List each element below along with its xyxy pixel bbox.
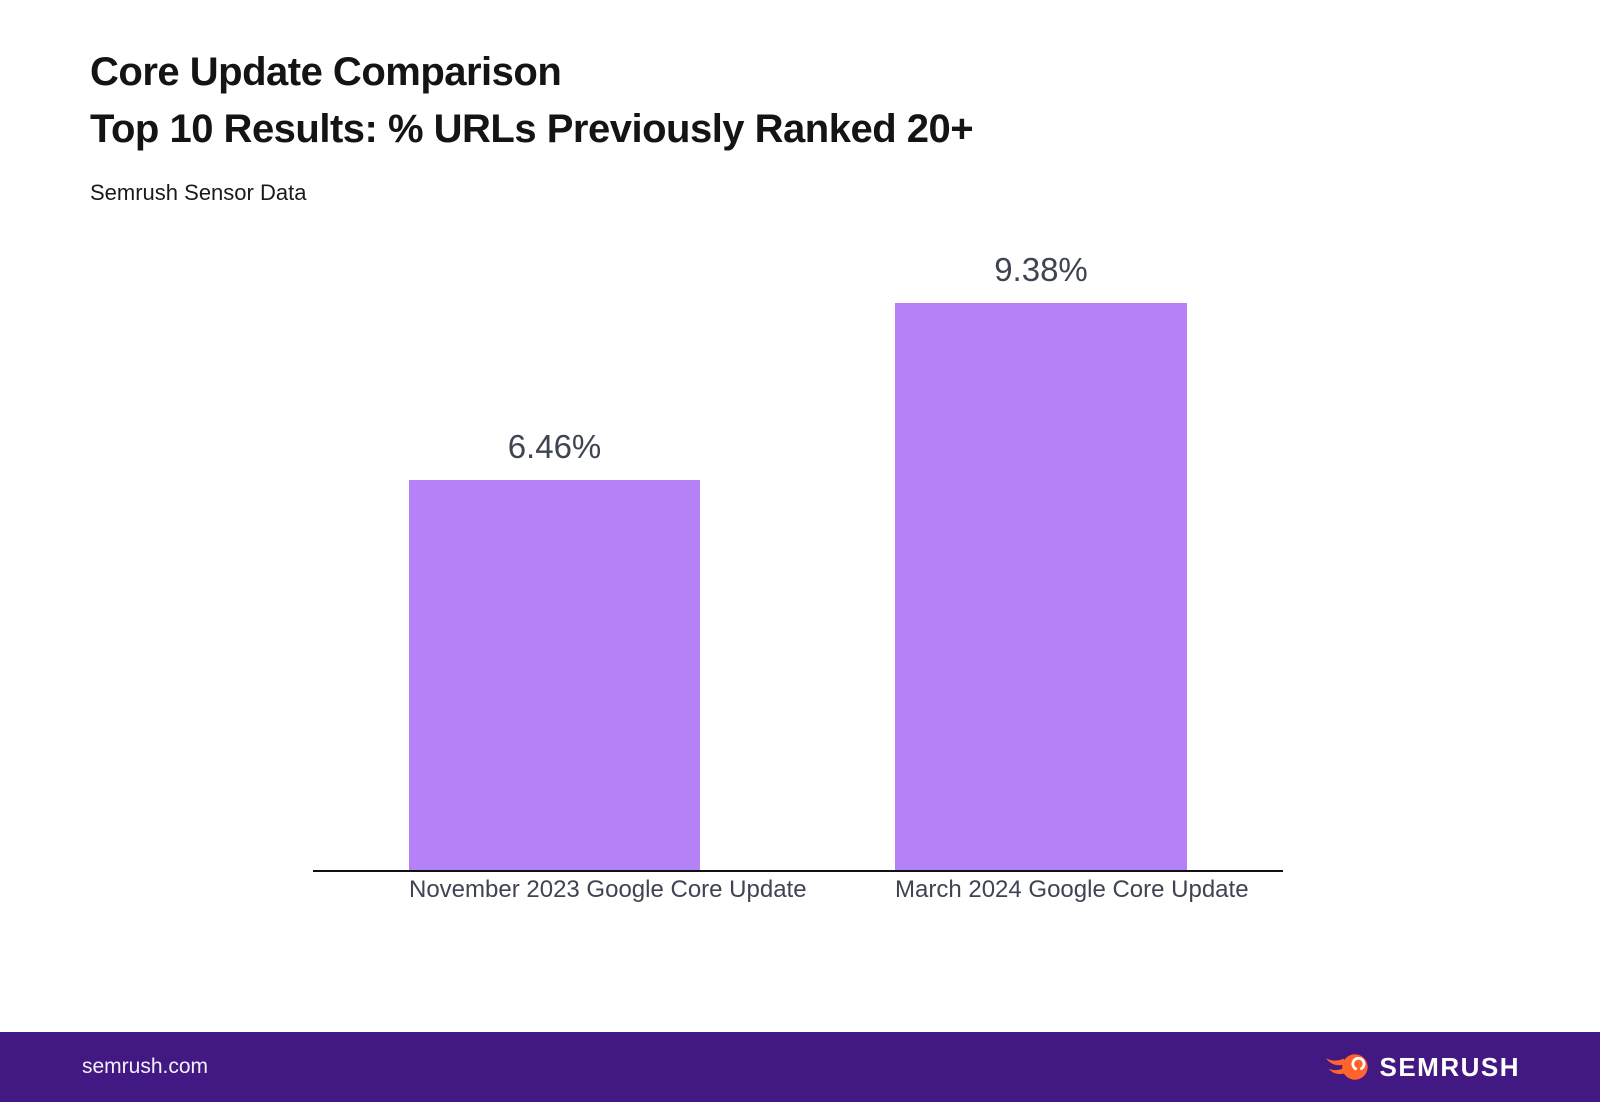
x-axis-label-march-2024: March 2024 Google Core Update [895, 876, 1249, 903]
bar-march-2024 [895, 303, 1187, 870]
bar-value-label-november-2023: 6.46% [507, 428, 602, 465]
semrush-logo: SEMRUSH [1325, 1051, 1520, 1083]
semrush-logo-text: SEMRUSH [1379, 1051, 1520, 1082]
chart-title-line-1: Core Update Comparison [90, 50, 562, 94]
bar-value-label-march-2024: 9.38% [994, 251, 1088, 288]
footer-bar: semrush.com SEMRUSH [0, 1032, 1600, 1102]
x-axis-label-november-2023: November 2023 Google Core Update [409, 876, 807, 903]
bar-group-march-2024: 9.38% [895, 251, 1187, 870]
x-axis-line [313, 870, 1283, 872]
chart-source-label: Semrush Sensor Data [90, 180, 307, 205]
header: Core Update Comparison Top 10 Results: %… [90, 44, 974, 206]
semrush-flame-icon [1325, 1051, 1369, 1083]
bar-november-2023 [409, 480, 700, 870]
footer-site-url: semrush.com [82, 1055, 209, 1078]
bar-chart: 6.46% 9.38% November 2023 Google Core Up… [313, 240, 1283, 903]
chart-title-line-2: Top 10 Results: % URLs Previously Ranked… [90, 107, 974, 151]
bar-group-november-2023: 6.46% [409, 428, 700, 870]
